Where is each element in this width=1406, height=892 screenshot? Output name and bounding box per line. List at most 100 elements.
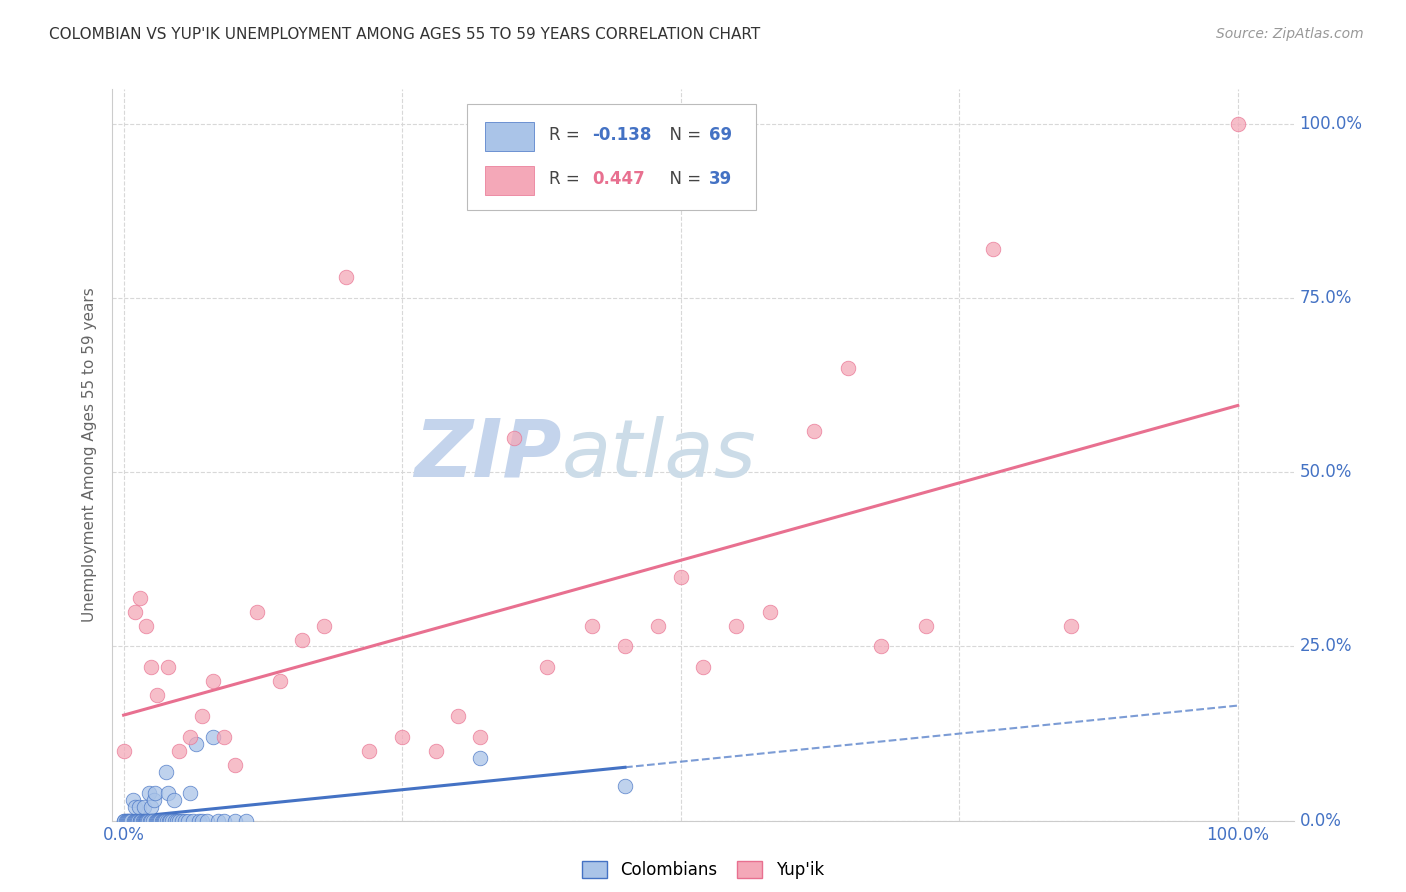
Text: 25.0%: 25.0% <box>1299 638 1353 656</box>
Point <box>470 730 492 744</box>
Point <box>132 799 155 814</box>
Point <box>1060 618 1083 632</box>
Text: N =: N = <box>659 170 707 188</box>
Point <box>121 793 143 807</box>
Text: R =: R = <box>550 127 585 145</box>
Point <box>131 814 153 828</box>
Point <box>142 814 165 828</box>
Point <box>179 786 201 800</box>
Point <box>120 814 142 828</box>
Point <box>169 744 191 758</box>
Point <box>152 814 174 828</box>
Point <box>314 618 336 632</box>
Point <box>132 814 155 828</box>
Point <box>201 674 224 689</box>
FancyBboxPatch shape <box>485 122 534 152</box>
Point <box>470 751 492 765</box>
Point <box>129 814 152 828</box>
Point <box>725 618 748 632</box>
Point <box>150 814 173 828</box>
Point <box>136 814 159 828</box>
Y-axis label: Unemployment Among Ages 55 to 59 years: Unemployment Among Ages 55 to 59 years <box>82 287 97 623</box>
Point <box>803 424 825 438</box>
Point <box>138 786 160 800</box>
FancyBboxPatch shape <box>467 103 756 210</box>
Point <box>157 814 180 828</box>
Point <box>115 814 138 828</box>
Point <box>125 814 148 828</box>
Point <box>174 814 197 828</box>
Point <box>647 618 669 632</box>
Point <box>156 814 179 828</box>
Point <box>425 744 447 758</box>
Text: -0.138: -0.138 <box>592 127 651 145</box>
Text: 0.0%: 0.0% <box>1299 812 1341 830</box>
Point <box>112 744 135 758</box>
Text: 0.447: 0.447 <box>592 170 645 188</box>
Point <box>759 605 782 619</box>
Point <box>112 814 135 828</box>
Point <box>157 786 180 800</box>
Point <box>246 605 269 619</box>
Point <box>692 660 714 674</box>
Text: R =: R = <box>550 170 585 188</box>
Point <box>212 730 235 744</box>
Point <box>155 764 177 779</box>
Point <box>141 799 163 814</box>
Point <box>129 814 152 828</box>
Point <box>536 660 558 674</box>
Text: Source: ZipAtlas.com: Source: ZipAtlas.com <box>1216 27 1364 41</box>
Point <box>160 814 183 828</box>
Point <box>447 709 470 723</box>
Point <box>614 640 637 654</box>
Point <box>502 430 524 444</box>
Point <box>136 814 159 828</box>
Point <box>118 814 141 828</box>
Point <box>141 814 163 828</box>
Point <box>129 591 152 605</box>
Text: COLOMBIAN VS YUP'IK UNEMPLOYMENT AMONG AGES 55 TO 59 YEARS CORRELATION CHART: COLOMBIAN VS YUP'IK UNEMPLOYMENT AMONG A… <box>49 27 761 42</box>
Text: 69: 69 <box>709 127 733 145</box>
Point <box>391 730 413 744</box>
Legend: Colombians, Yup'ik: Colombians, Yup'ik <box>575 854 831 886</box>
Point <box>115 814 138 828</box>
Point <box>146 688 169 702</box>
Point <box>163 793 186 807</box>
Point <box>152 814 174 828</box>
Point <box>124 799 146 814</box>
Point <box>122 814 145 828</box>
Point <box>188 814 211 828</box>
Point <box>914 618 936 632</box>
Point <box>235 814 257 828</box>
Point <box>212 814 235 828</box>
Text: ZIP: ZIP <box>413 416 561 494</box>
Point <box>143 786 166 800</box>
Point <box>157 660 180 674</box>
Point <box>135 814 157 828</box>
Point <box>581 618 603 632</box>
Point <box>148 814 170 828</box>
Point <box>135 814 157 828</box>
Point <box>134 814 156 828</box>
FancyBboxPatch shape <box>485 166 534 195</box>
Point <box>669 570 692 584</box>
Text: 75.0%: 75.0% <box>1299 289 1351 307</box>
Point <box>291 632 314 647</box>
Point <box>614 779 637 793</box>
Point <box>170 814 193 828</box>
Point <box>153 814 176 828</box>
Point <box>142 793 165 807</box>
Point <box>169 814 191 828</box>
Point <box>117 814 139 828</box>
Point <box>357 744 380 758</box>
Point <box>837 360 859 375</box>
Point <box>269 674 291 689</box>
Point <box>163 814 186 828</box>
Point <box>135 618 157 632</box>
Point <box>120 814 142 828</box>
Point <box>1226 117 1249 131</box>
Point <box>131 814 153 828</box>
Point <box>166 814 188 828</box>
Point <box>224 814 246 828</box>
Point <box>146 814 169 828</box>
